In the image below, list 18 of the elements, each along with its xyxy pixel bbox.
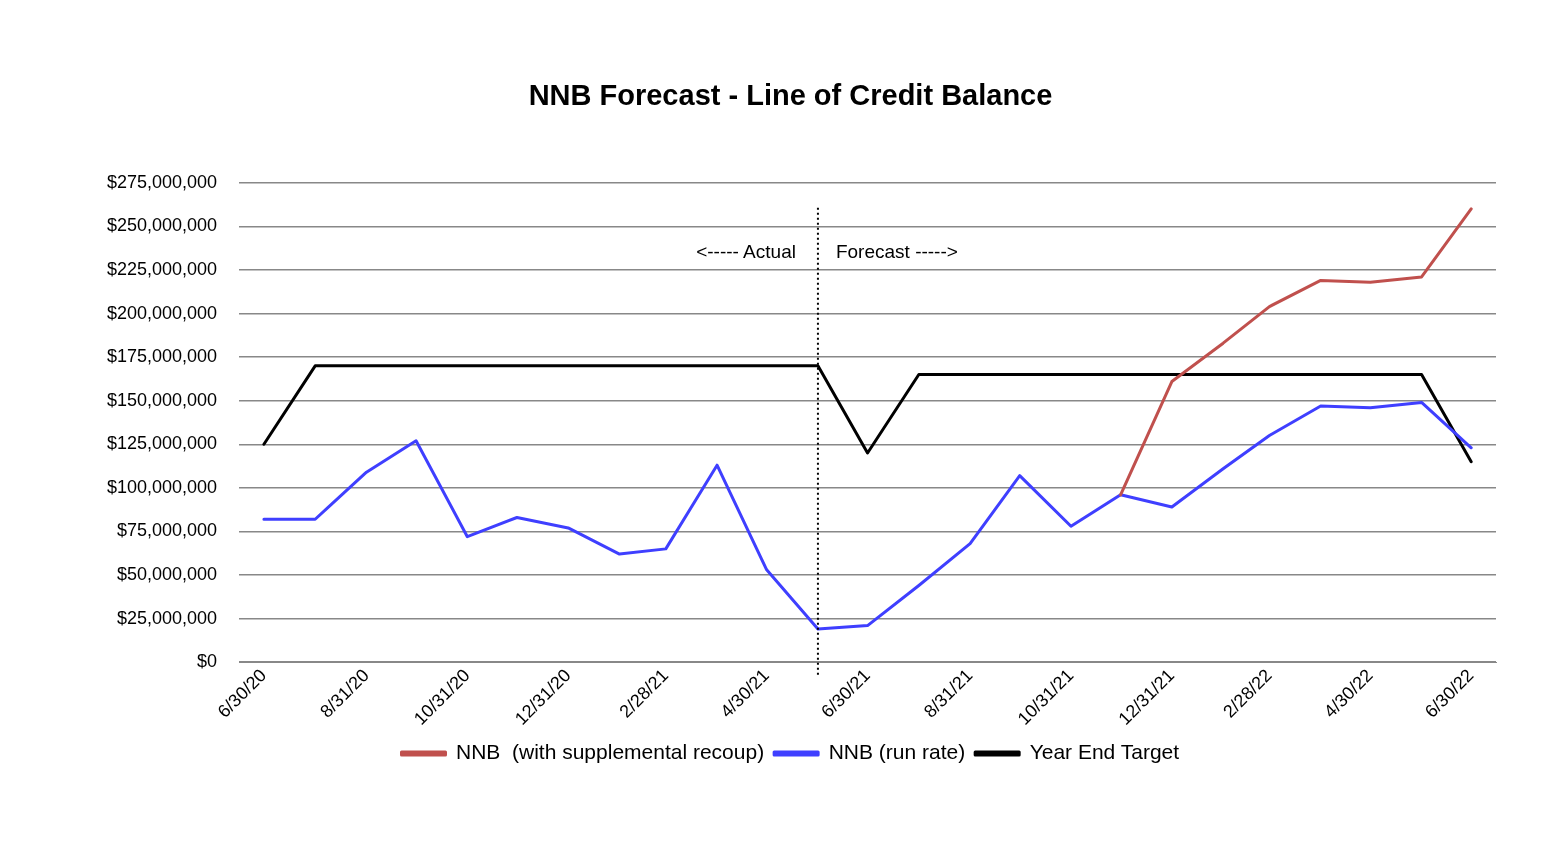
y-tick-label: $250,000,000 xyxy=(107,215,218,236)
y-tick-label: $100,000,000 xyxy=(107,476,218,497)
y-tick-label: $275,000,000 xyxy=(107,171,218,192)
y-tick-label: $125,000,000 xyxy=(107,433,218,454)
y-tick-label: $75,000,000 xyxy=(117,520,218,541)
y-tick-label: $25,000,000 xyxy=(117,607,218,628)
annotation: <----- Actual xyxy=(696,241,796,263)
chart-title: NNB Forecast - Line of Credit Balance xyxy=(528,79,1053,112)
legend-label: NNB (with supplemental recoup) xyxy=(456,740,765,764)
legend-label: NNB (run rate) xyxy=(828,740,966,764)
y-tick-label: $150,000,000 xyxy=(107,389,218,410)
legend-label: Year End Target xyxy=(1029,740,1180,764)
annotation: Forecast -----> xyxy=(835,241,958,263)
y-tick-label: $175,000,000 xyxy=(107,346,218,367)
y-tick-label: $225,000,000 xyxy=(107,258,218,279)
y-tick-label: $200,000,000 xyxy=(107,302,218,323)
y-tick-label: $50,000,000 xyxy=(117,563,218,584)
y-tick-label: $0 xyxy=(197,651,218,672)
